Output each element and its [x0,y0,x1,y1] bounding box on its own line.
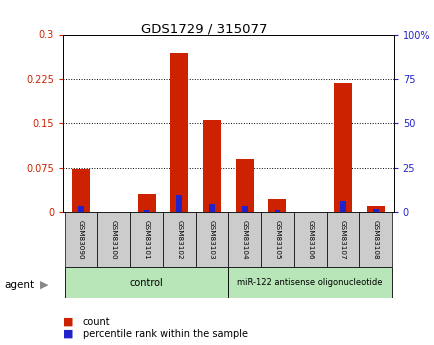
Bar [65,267,228,298]
Bar [203,120,220,212]
Text: GSM83107: GSM83107 [339,220,345,259]
Bar [293,212,326,267]
Text: count: count [82,317,110,326]
Bar [97,212,130,267]
Text: GSM83105: GSM83105 [274,220,280,259]
Bar [78,206,84,212]
Text: miR-122 antisense oligonucleotide: miR-122 antisense oligonucleotide [237,278,382,287]
Bar [72,169,90,212]
Bar [241,206,247,212]
Text: GSM83101: GSM83101 [143,220,149,259]
Bar [65,212,97,267]
Text: GSM83108: GSM83108 [372,220,378,259]
Bar [163,212,195,267]
Bar [268,199,286,212]
Bar [366,206,384,212]
Text: control: control [129,278,163,288]
Text: percentile rank within the sample: percentile rank within the sample [82,329,247,339]
Text: GSM83090: GSM83090 [78,220,84,259]
Bar [130,212,163,267]
Bar [358,212,391,267]
Bar [228,267,391,298]
Bar [209,204,214,212]
Text: GSM83102: GSM83102 [176,220,182,259]
Bar [339,201,345,212]
Text: GSM83100: GSM83100 [111,220,117,259]
Bar [228,212,260,267]
Text: GSM83103: GSM83103 [208,220,214,259]
Bar [333,83,351,212]
Text: GSM83106: GSM83106 [306,220,312,259]
Bar [170,53,188,212]
Bar [137,195,155,212]
Text: GDS1729 / 315077: GDS1729 / 315077 [141,22,267,36]
Bar [176,195,182,212]
Text: ▶: ▶ [40,280,49,289]
Text: ■: ■ [63,317,73,326]
Bar [372,209,378,212]
Bar [195,212,228,267]
Bar [143,209,149,212]
Bar [235,159,253,212]
Text: GSM83104: GSM83104 [241,220,247,259]
Bar [260,212,293,267]
Text: agent: agent [4,280,34,289]
Bar [111,211,116,212]
Text: ■: ■ [63,329,73,339]
Bar [306,211,312,212]
Bar [274,209,280,212]
Bar [326,212,358,267]
